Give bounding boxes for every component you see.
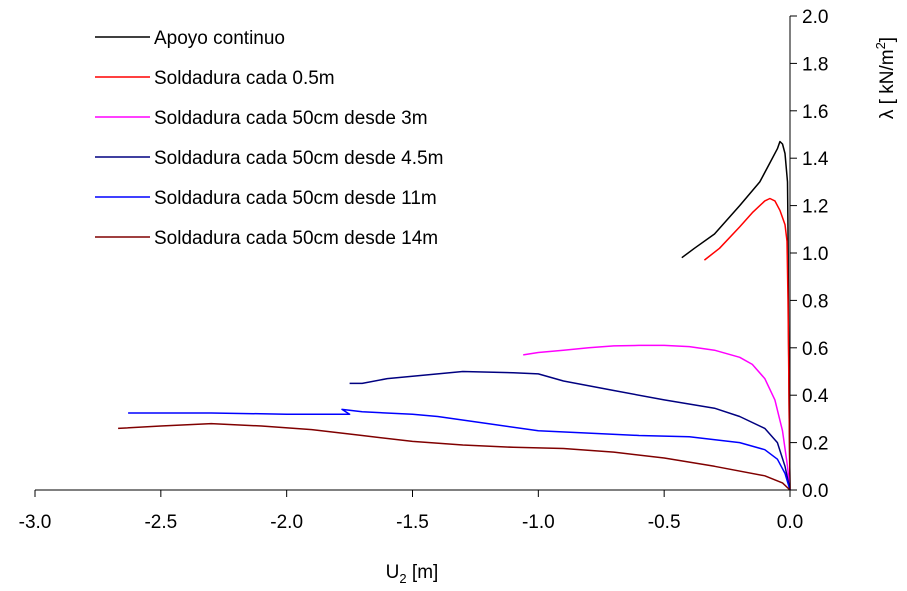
x-tick-label: -0.5 [648, 512, 681, 533]
series-line [128, 408, 791, 491]
y-tick-label: 0.0 [802, 481, 828, 502]
y-tick-label: 1.4 [802, 149, 829, 170]
y-tick-label: 1.8 [802, 54, 828, 75]
legend-label: Soldadura cada 50cm desde 11m [154, 188, 437, 209]
legend-label: Soldadura cada 0.5m [154, 68, 335, 89]
y-tick-label: 0.2 [802, 434, 828, 455]
y-tick-label: 0.6 [802, 339, 828, 360]
plot-lines [118, 140, 791, 491]
x-tick-label: -2.5 [144, 512, 177, 533]
x-tick-label: -2.0 [270, 512, 303, 533]
y-tick-label: 0.4 [802, 386, 829, 407]
y-tick-label: 2.0 [802, 7, 828, 28]
legend-label: Soldadura cada 50cm desde 3m [154, 108, 428, 129]
series-line [349, 370, 791, 491]
legend-label: Soldadura cada 50cm desde 14m [154, 228, 438, 249]
y-tick-label: 1.2 [802, 197, 828, 218]
legend-label: Soldadura cada 50cm desde 4.5m [154, 148, 443, 169]
axes: -3.0 -2.5 -2.0 -1.5 -1.0 -0.5 0.0 0.0 0.2 0.4 0.6 0… [19, 7, 829, 533]
x-tick-label: -3.0 [19, 512, 52, 533]
series-line [703, 197, 791, 491]
legend: Apoyo continuo Soldadura cada 0.5m Soldadu… [95, 28, 443, 249]
series-line [118, 422, 791, 491]
y-axis-title: λ [ kN/m2] [873, 37, 898, 119]
x-axis-title: U2 [m] [386, 562, 439, 586]
x-tick-label: -1.0 [522, 512, 555, 533]
x-tick-label: 0.0 [777, 512, 803, 533]
y-tick-label: 1.0 [802, 244, 828, 265]
y-tick-label: 0.8 [802, 291, 828, 312]
y-tick-label: 1.6 [802, 102, 828, 123]
x-tick-label: -1.5 [396, 512, 429, 533]
series-line [523, 344, 791, 491]
legend-label: Apoyo continuo [154, 28, 285, 49]
